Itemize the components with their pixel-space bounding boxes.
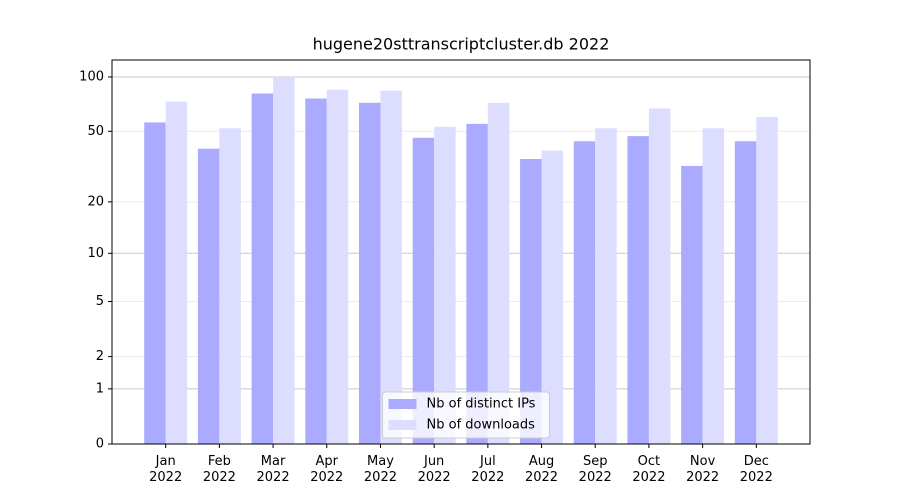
bar bbox=[487, 102, 510, 444]
x-tick-label: Aug 2022 bbox=[525, 454, 558, 485]
bar bbox=[358, 102, 381, 444]
bar bbox=[434, 126, 456, 444]
chart-title: hugene20sttranscriptcluster.db 2022 bbox=[313, 35, 610, 54]
x-tick-label: Jan 2022 bbox=[149, 454, 182, 485]
x-tick-label: Feb 2022 bbox=[203, 454, 236, 485]
x-tick-label: Oct 2022 bbox=[632, 454, 665, 485]
legend: Nb of distinct IPs Nb of downloads bbox=[382, 391, 550, 439]
bar bbox=[681, 165, 703, 444]
x-tick-label: May 2022 bbox=[364, 454, 397, 485]
bar bbox=[305, 98, 327, 444]
legend-box bbox=[382, 391, 550, 439]
x-tick-label: Dec 2022 bbox=[740, 454, 773, 485]
legend-label: Nb of distinct IPs bbox=[427, 397, 536, 412]
bar bbox=[756, 117, 778, 444]
x-tick-label: Mar 2022 bbox=[257, 454, 290, 485]
y-tick-label: 100 bbox=[79, 69, 104, 84]
bar bbox=[595, 128, 617, 444]
y-tick-label: 50 bbox=[87, 124, 104, 139]
bar bbox=[197, 148, 220, 444]
bar bbox=[144, 122, 166, 444]
y-tick-label: 1 bbox=[96, 381, 104, 396]
bar bbox=[219, 128, 241, 444]
y-tick-label: 20 bbox=[87, 194, 104, 209]
bar bbox=[520, 158, 542, 444]
x-tick-label: Nov 2022 bbox=[686, 454, 719, 485]
bar bbox=[273, 76, 295, 444]
bar bbox=[541, 150, 564, 444]
bar bbox=[627, 136, 649, 445]
bar bbox=[466, 123, 488, 445]
bar bbox=[573, 141, 596, 444]
bar bbox=[648, 108, 671, 444]
x-tick-label: Jul 2022 bbox=[471, 454, 504, 485]
bar bbox=[251, 93, 274, 444]
x-tick-label: Sep 2022 bbox=[579, 454, 612, 485]
bar bbox=[734, 141, 757, 444]
x-tick-label: Apr 2022 bbox=[310, 454, 343, 485]
legend-swatch bbox=[388, 399, 417, 409]
y-tick-label: 2 bbox=[96, 349, 104, 364]
bar bbox=[702, 128, 725, 444]
bar bbox=[326, 89, 349, 444]
legend-label: Nb of downloads bbox=[427, 418, 536, 433]
legend-swatch bbox=[388, 420, 417, 430]
bar bbox=[380, 90, 402, 445]
y-tick-label: 0 bbox=[96, 437, 104, 452]
y-tick-label: 10 bbox=[87, 246, 104, 261]
y-tick-label: 5 bbox=[96, 294, 104, 309]
plot-frame bbox=[111, 59, 811, 445]
x-tick-label: Jun 2022 bbox=[418, 454, 451, 485]
bar bbox=[165, 101, 188, 444]
bar bbox=[412, 137, 435, 444]
